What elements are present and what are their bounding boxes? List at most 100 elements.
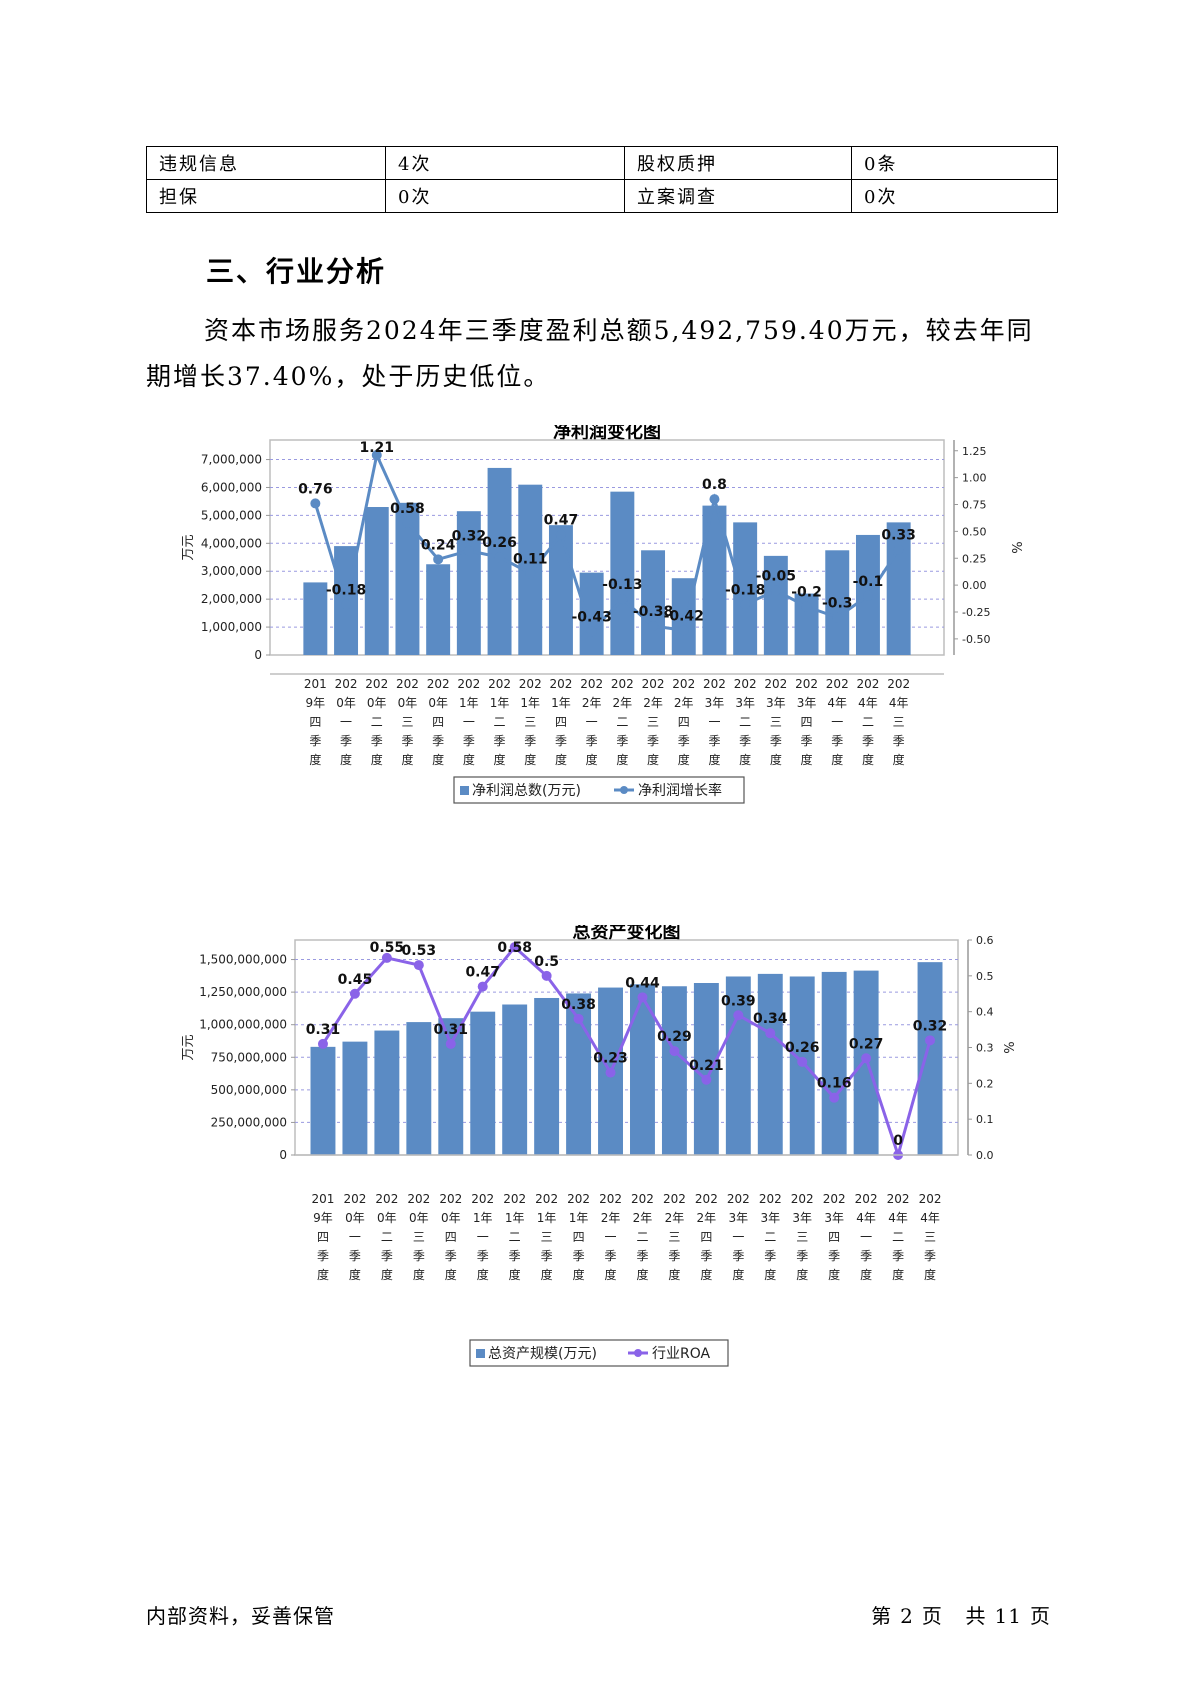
table-cell: 0条 — [851, 146, 1058, 180]
table-cell: 立案调查 — [624, 179, 852, 213]
line-point — [402, 517, 413, 528]
y-left-tick-label: 750,000,000 — [211, 1050, 287, 1064]
data-label: 0.76 — [298, 481, 333, 497]
y-right-tick-label: 0.1 — [976, 1113, 994, 1126]
x-tick-label: 202 0年二季度 — [365, 677, 388, 767]
bar — [310, 1046, 336, 1155]
x-tick-label: 202 2年一季度 — [599, 1192, 622, 1282]
total-prefix: 共 — [965, 1604, 987, 1628]
line-point — [477, 981, 488, 992]
legend-box — [453, 776, 745, 804]
x-tick-label: 202 4年三季度 — [919, 1192, 942, 1282]
data-label: 0.26 — [482, 535, 517, 551]
bar — [757, 973, 783, 1155]
line-point — [310, 498, 321, 509]
y-right-tick-label: 0.25 — [962, 552, 987, 565]
y-left-tick-label: 2,000,000 — [201, 592, 262, 606]
series-line — [321, 944, 932, 1161]
x-tick-label: 202 1年三季度 — [535, 1192, 558, 1282]
x-tick-label: 202 1年一季度 — [457, 677, 480, 767]
bar — [342, 1041, 368, 1155]
page-unit: 页 — [921, 1604, 943, 1628]
data-label: -0.18 — [326, 582, 366, 598]
footer-note: 内部资料，妥善保管 — [146, 1604, 335, 1628]
net-profit-chart: 净利润变化图 0 1,000,000 2,000,000 3,000,000 4,000,… — [181, 425, 1023, 804]
table-row: 担保 0次 立案调查 0次 — [146, 179, 1058, 213]
y-right-tick-label: 0.00 — [962, 579, 987, 592]
series-line — [313, 450, 900, 635]
chart-title: 净利润变化图 — [553, 425, 661, 443]
legend-bar-swatch — [476, 1349, 485, 1358]
line-point — [433, 554, 444, 565]
data-label: 0.24 — [421, 537, 456, 553]
x-tick-label: 202 3年三季度 — [791, 1192, 814, 1282]
bar — [502, 1004, 528, 1155]
data-label: 0.5 — [534, 954, 559, 970]
line-point — [349, 988, 360, 999]
x-tick-label: 202 1年四季度 — [567, 1192, 590, 1282]
x-tick-label: 202 1年四季度 — [549, 677, 572, 767]
x-tick-label: 202 3年三季度 — [764, 677, 787, 767]
x-tick-label: 202 0年四季度 — [439, 1192, 462, 1282]
data-label: -0.05 — [756, 569, 796, 585]
bar — [364, 507, 389, 655]
bar — [733, 522, 758, 655]
x-tick-label: 202 1年一季度 — [471, 1192, 494, 1282]
x-tick-label: 202 3年二季度 — [734, 677, 757, 767]
data-label: 0 — [893, 1133, 903, 1149]
x-tick-label: 202 2年四季度 — [695, 1192, 718, 1282]
y-left-axis-label: 万元 — [181, 534, 196, 560]
line-point — [701, 1074, 712, 1085]
y-left-tick-label: 3,000,000 — [201, 564, 262, 578]
data-label: -0.18 — [725, 582, 765, 598]
bar — [303, 582, 328, 655]
table-cell: 股权质押 — [624, 146, 852, 180]
line-point — [733, 1010, 744, 1021]
y-right-tick-label: 0.6 — [976, 934, 994, 947]
legend-bar-swatch — [460, 786, 469, 795]
x-tick-label: 201 9年四季度 — [312, 1192, 335, 1282]
y-left-tick-label: 1,000,000 — [201, 620, 262, 634]
y-left-tick-label: 1,500,000,000 — [199, 953, 287, 967]
y-right-tick-label: 0.0 — [976, 1149, 994, 1162]
total-pages: 11 — [994, 1604, 1022, 1628]
bar — [534, 997, 560, 1155]
section-paragraph: 资本市场服务2024年三季度盈利总额5,492,759.40万元，较去年同期增长… — [146, 316, 1034, 391]
table-cell: 4次 — [385, 146, 625, 180]
y-left-tick-label: 5,000,000 — [201, 508, 262, 522]
page-number: 2 — [900, 1604, 914, 1628]
line-point — [381, 952, 392, 963]
line-point — [463, 545, 474, 556]
x-tick-label: 202 0年一季度 — [343, 1192, 366, 1282]
line-point — [509, 942, 520, 953]
line-point — [765, 1028, 776, 1039]
y-left-tick-label: 0 — [254, 648, 262, 662]
table-cell: 担保 — [146, 179, 386, 213]
data-label: 0.44 — [625, 975, 660, 991]
bar — [374, 1030, 400, 1155]
line-point — [413, 960, 424, 971]
table-cell: 0次 — [385, 179, 625, 213]
line-point — [862, 590, 873, 601]
legend-line-marker — [634, 1349, 642, 1357]
table-row: 违规信息 4次 股权质押 0条 — [146, 146, 1058, 180]
legend-line-marker — [620, 786, 628, 794]
data-label: 0.39 — [721, 993, 756, 1009]
line-point — [371, 450, 382, 461]
y-right-tick-label: 0.2 — [976, 1077, 994, 1090]
data-label: -0.3 — [822, 595, 853, 611]
data-label: -0.43 — [571, 609, 611, 625]
data-label: -0.38 — [633, 604, 673, 620]
line-point — [637, 992, 648, 1003]
data-label: -0.42 — [664, 608, 704, 624]
line-point — [669, 1046, 680, 1057]
bar — [661, 986, 687, 1155]
line-point — [445, 1038, 456, 1049]
bar — [438, 1018, 464, 1155]
x-tick-label: 202 2年四季度 — [672, 677, 695, 767]
bar — [821, 971, 847, 1155]
data-label: 0.21 — [689, 1058, 724, 1074]
data-label: 0.16 — [817, 1076, 852, 1092]
data-label: 0.58 — [497, 940, 532, 956]
